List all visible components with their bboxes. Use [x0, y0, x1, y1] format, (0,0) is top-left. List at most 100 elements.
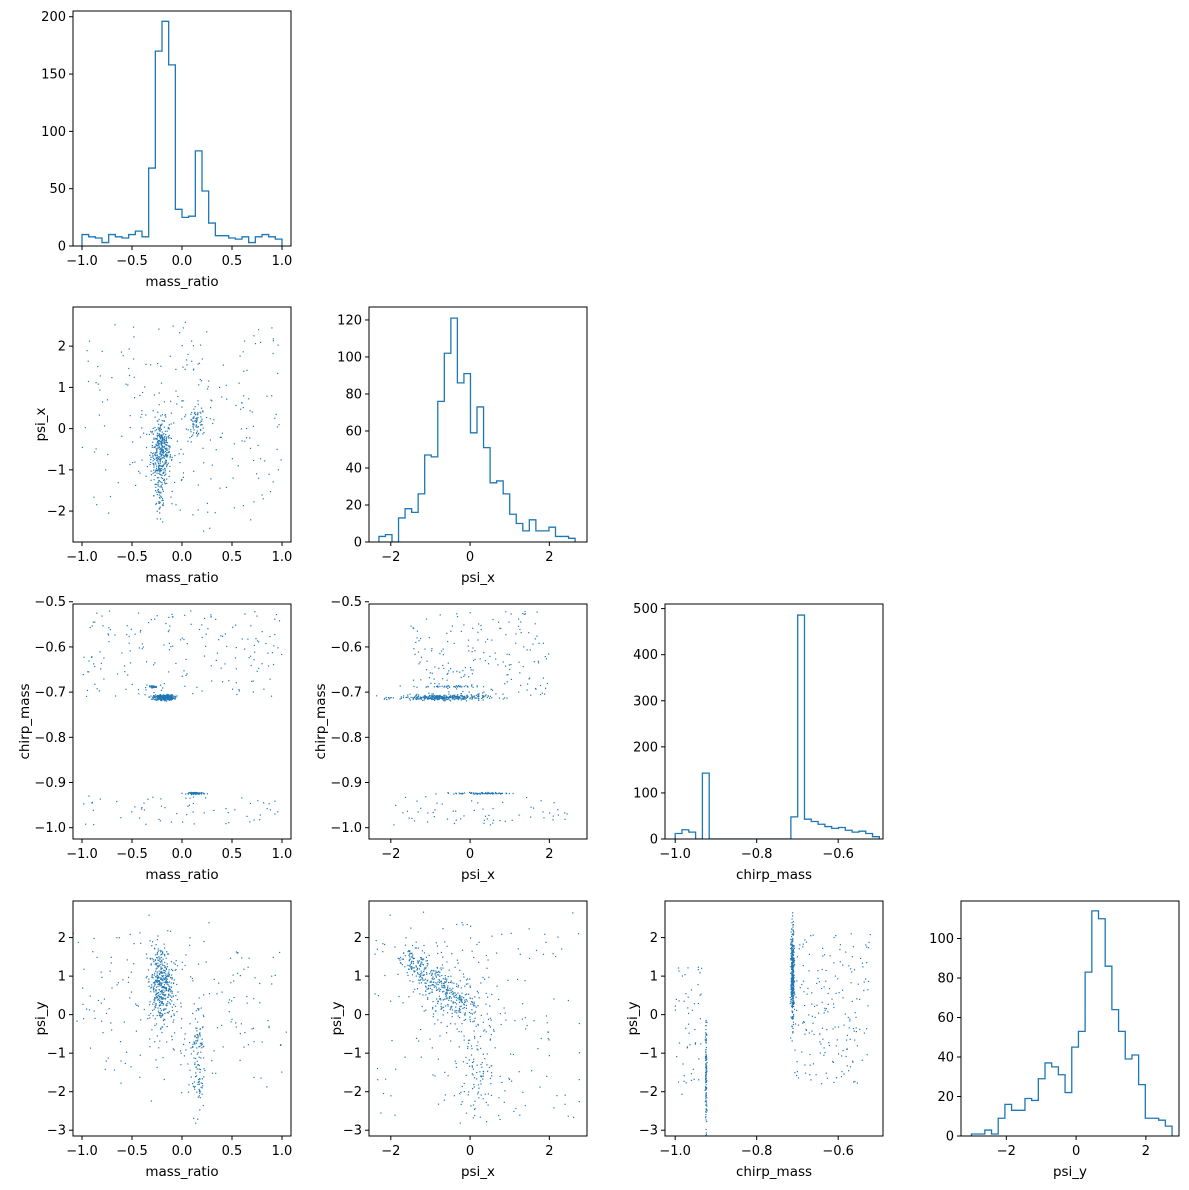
- scatter-point: [158, 976, 160, 978]
- scatter-point: [507, 979, 509, 981]
- scatter-point: [155, 452, 157, 454]
- scatter-point: [458, 792, 460, 794]
- y-tick-label: 2: [354, 931, 362, 946]
- scatter-point: [171, 990, 173, 992]
- scatter-point: [241, 440, 243, 442]
- x-tick-label: 0: [466, 847, 474, 862]
- scatter-point: [169, 698, 172, 700]
- scatter-point: [705, 1076, 707, 1078]
- scatter-point: [151, 687, 153, 689]
- scatter-point: [792, 921, 794, 923]
- scatter-point: [274, 618, 276, 620]
- scatter-point: [169, 455, 171, 458]
- scatter-point: [206, 793, 208, 795]
- scatter-point: [197, 1096, 199, 1098]
- scatter-point: [243, 968, 245, 970]
- scatter-point: [459, 793, 461, 795]
- scatter-point: [278, 424, 280, 426]
- scatter-point: [471, 695, 473, 697]
- scatter-point: [199, 428, 201, 431]
- scatter-point: [444, 685, 446, 687]
- scatter-point: [484, 815, 487, 817]
- scatter-point: [431, 650, 433, 652]
- x-axis-label: chirp_mass: [736, 867, 812, 883]
- scatter-point: [471, 1061, 474, 1064]
- scatter-point: [849, 1020, 851, 1022]
- scatter-point: [459, 671, 461, 673]
- scatter-point: [160, 967, 162, 970]
- scatter-point: [156, 979, 158, 981]
- scatter-point: [443, 700, 445, 702]
- scatter-point: [792, 929, 794, 931]
- scatter-point: [158, 418, 160, 421]
- scatter-point: [453, 686, 455, 688]
- scatter-point: [804, 1064, 806, 1066]
- scatter-point: [426, 697, 428, 699]
- scatter-point: [171, 698, 173, 700]
- scatter-point: [694, 1043, 696, 1045]
- scatter-point: [437, 1019, 439, 1021]
- scatter-point: [274, 417, 276, 419]
- scatter-point: [168, 649, 171, 651]
- scatter-point: [159, 977, 161, 979]
- scatter-point: [441, 991, 444, 993]
- scatter-point: [431, 973, 433, 975]
- scatter-point: [481, 1076, 483, 1078]
- scatter-point: [249, 802, 252, 805]
- scatter-point: [132, 358, 135, 360]
- scatter-point: [417, 967, 419, 969]
- scatter-point: [524, 1105, 526, 1107]
- scatter-point: [475, 1006, 477, 1008]
- scatter-point: [791, 949, 793, 951]
- scatter-point: [166, 696, 168, 698]
- scatter-point: [494, 1047, 496, 1049]
- scatter-point: [109, 495, 112, 498]
- scatter-point: [203, 462, 205, 464]
- scatter-point: [479, 1080, 482, 1082]
- scatter-point: [506, 674, 508, 676]
- scatter-point: [277, 372, 279, 374]
- scatter-point: [162, 972, 164, 974]
- scatter-point: [473, 1003, 475, 1005]
- scatter-point: [458, 697, 460, 699]
- scatter-point: [683, 1080, 685, 1082]
- scatter-point: [184, 368, 186, 370]
- scatter-point: [478, 941, 480, 943]
- scatter-point: [706, 1087, 708, 1089]
- scatter-point: [454, 686, 456, 688]
- scatter-point: [705, 1116, 707, 1118]
- scatter-point: [155, 443, 157, 445]
- scatter-point: [447, 987, 449, 989]
- scatter-point: [91, 801, 93, 804]
- scatter-point: [143, 809, 145, 811]
- scatter-point: [244, 440, 246, 442]
- scatter-point: [452, 810, 454, 812]
- scatter-point: [126, 625, 128, 627]
- scatter-point: [158, 998, 160, 1000]
- scatter-point: [842, 997, 844, 999]
- scatter-point: [416, 698, 418, 700]
- scatter-point: [437, 699, 439, 701]
- scatter-point: [404, 966, 406, 968]
- scatter-point: [140, 416, 142, 418]
- scatter-point: [821, 1001, 823, 1003]
- scatter-point: [429, 973, 431, 975]
- scatter-point: [455, 1006, 457, 1008]
- scatter-point: [175, 368, 177, 370]
- scatter-point: [87, 380, 90, 383]
- scatter-point: [198, 997, 200, 999]
- scatter-point: [241, 957, 243, 959]
- scatter-point: [466, 979, 468, 981]
- scatter-point: [865, 944, 867, 946]
- scatter-point: [462, 1061, 464, 1063]
- scatter-point: [705, 1073, 708, 1076]
- scatter-point: [705, 1119, 707, 1121]
- scatter-point: [440, 981, 442, 983]
- scatter-point: [796, 980, 798, 982]
- scatter-point: [493, 792, 495, 794]
- scatter-point: [698, 1079, 700, 1081]
- scatter-point: [192, 426, 194, 428]
- scatter-point: [472, 1088, 474, 1090]
- scatter-point: [100, 668, 102, 670]
- y-tick-label: −0.8: [34, 731, 66, 746]
